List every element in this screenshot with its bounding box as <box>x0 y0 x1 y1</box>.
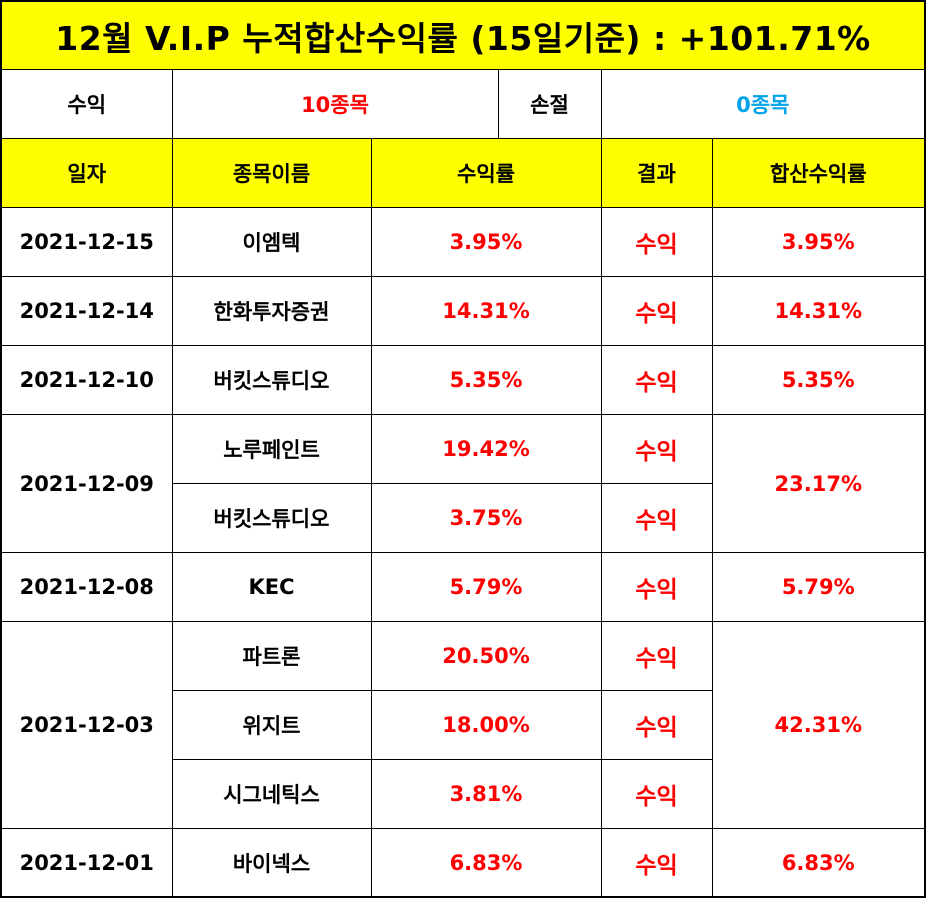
total-cell: 42.31% <box>711 621 924 829</box>
result-cell: 수익 <box>600 552 713 622</box>
stock-name-cell: 버킷스튜디오 <box>172 483 372 553</box>
table-row: 2021-12-03 파트론 20.50% 수익 42.31% <box>2 621 924 829</box>
stock-name-cell: 시그네틱스 <box>172 759 372 829</box>
stock-name-cell: KEC <box>171 552 372 622</box>
rate-cell: 5.79% <box>370 552 602 622</box>
result-cell: 수익 <box>600 483 712 553</box>
result-cell: 수익 <box>600 276 713 346</box>
header-name: 종목이름 <box>171 138 372 208</box>
stock-name-cell: 버킷스튜디오 <box>171 345 372 415</box>
total-cell: 5.35% <box>711 345 924 415</box>
page-title: 12월 V.I.P 누적합산수익률 (15일기준) : +101.71% <box>2 2 924 70</box>
rate-cell: 20.50% <box>370 621 602 691</box>
profit-count: 10종목 <box>171 70 499 138</box>
result-cell: 수익 <box>600 690 712 760</box>
table-row: 2021-12-14 한화투자증권 14.31% 수익 14.31% <box>2 276 924 346</box>
table-row: 위지트 18.00% 수익 <box>2 690 924 760</box>
stock-name-cell: 위지트 <box>172 690 372 760</box>
rate-cell: 3.81% <box>370 759 602 829</box>
total-cell: 6.83% <box>711 828 924 897</box>
stock-name-cell: 바이넥스 <box>171 828 372 897</box>
table-row: 버킷스튜디오 3.75% 수익 <box>2 483 924 553</box>
rate-cell: 5.35% <box>370 345 602 415</box>
date-cell: 2021-12-14 <box>2 276 173 346</box>
table-row: 2021-12-09 노루페인트 19.42% 수익 23.17% <box>2 414 924 553</box>
header-result: 결과 <box>600 138 713 208</box>
result-cell: 수익 <box>600 759 712 829</box>
result-cell: 수익 <box>600 345 713 415</box>
data-table: 일자 종목이름 수익률 결과 합산수익률 2021-12-15 이엠텍 3.95… <box>2 138 924 897</box>
result-cell: 수익 <box>600 828 713 897</box>
rate-cell: 18.00% <box>370 690 602 760</box>
rate-cell: 3.75% <box>370 483 602 553</box>
total-cell: 14.31% <box>711 276 924 346</box>
table-row: 2021-12-15 이엠텍 3.95% 수익 3.95% <box>2 207 924 277</box>
result-cell: 수익 <box>600 207 713 277</box>
header-date: 일자 <box>2 138 173 208</box>
date-cell: 2021-12-03 <box>2 621 173 829</box>
loss-count: 0종목 <box>600 70 924 138</box>
rate-cell: 6.83% <box>370 828 602 897</box>
date-cell: 2021-12-09 <box>2 414 173 553</box>
result-cell: 수익 <box>600 621 713 691</box>
profit-label: 수익 <box>2 70 173 138</box>
loss-label: 손절 <box>497 70 602 138</box>
stock-name-cell: 한화투자증권 <box>171 276 372 346</box>
date-cell: 2021-12-10 <box>2 345 173 415</box>
summary-table: 수익 10종목 손절 0종목 <box>2 70 924 138</box>
rate-cell: 3.95% <box>370 207 602 277</box>
date-cell: 2021-12-15 <box>2 207 173 277</box>
table-row: 2021-12-10 버킷스튜디오 5.35% 수익 5.35% <box>2 345 924 415</box>
header-row: 일자 종목이름 수익률 결과 합산수익률 <box>2 138 924 208</box>
header-total: 합산수익률 <box>711 138 924 208</box>
table-row: 시그네틱스 3.81% 수익 <box>2 759 924 829</box>
stock-name-cell: 노루페인트 <box>171 414 372 484</box>
stock-name-cell: 파트론 <box>171 621 372 691</box>
header-rate: 수익률 <box>370 138 602 208</box>
table-row: 2021-12-08 KEC 5.79% 수익 5.79% <box>2 552 924 622</box>
date-cell: 2021-12-01 <box>2 828 173 897</box>
total-cell: 23.17% <box>711 414 924 553</box>
rate-cell: 19.42% <box>370 414 602 484</box>
stock-name-cell: 이엠텍 <box>171 207 372 277</box>
table-row: 2021-12-01 바이넥스 6.83% 수익 6.83% <box>2 828 924 897</box>
summary-row: 수익 10종목 손절 0종목 <box>2 70 924 138</box>
total-cell: 5.79% <box>711 552 924 622</box>
total-cell: 3.95% <box>711 207 924 277</box>
result-cell: 수익 <box>600 414 713 484</box>
rate-cell: 14.31% <box>370 276 602 346</box>
date-cell: 2021-12-08 <box>2 552 173 622</box>
